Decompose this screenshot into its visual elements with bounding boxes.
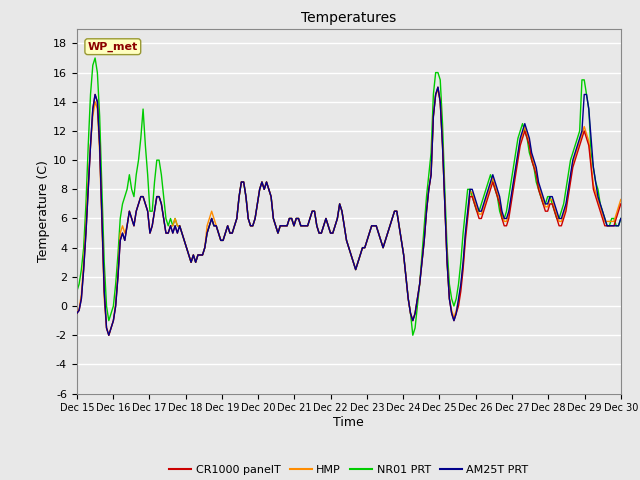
HMP xyxy=(493,189,501,195)
NR01 PRT xyxy=(493,194,501,200)
Legend: CR1000 panelT, HMP, NR01 PRT, AM25T PRT: CR1000 panelT, HMP, NR01 PRT, AM25T PRT xyxy=(165,460,532,479)
Line: NR01 PRT: NR01 PRT xyxy=(77,58,621,335)
NR01 PRT xyxy=(164,223,172,228)
X-axis label: Time: Time xyxy=(333,416,364,429)
HMP xyxy=(434,87,442,93)
AM25T PRT xyxy=(562,201,570,207)
Title: Temperatures: Temperatures xyxy=(301,11,396,25)
AM25T PRT xyxy=(189,252,197,258)
CR1000 panelT xyxy=(164,230,172,236)
CR1000 panelT xyxy=(73,311,81,316)
Line: AM25T PRT: AM25T PRT xyxy=(77,87,621,335)
AM25T PRT xyxy=(320,223,328,228)
CR1000 panelT xyxy=(320,223,328,228)
CR1000 panelT xyxy=(617,201,625,207)
CR1000 panelT xyxy=(493,194,501,200)
AM25T PRT xyxy=(434,84,442,90)
Text: WP_met: WP_met xyxy=(88,42,138,52)
AM25T PRT xyxy=(493,186,501,192)
NR01 PRT xyxy=(562,186,570,192)
HMP xyxy=(320,223,328,228)
AM25T PRT xyxy=(617,216,625,221)
CR1000 panelT xyxy=(105,332,113,338)
HMP xyxy=(189,252,197,258)
NR01 PRT xyxy=(146,208,154,214)
HMP xyxy=(562,204,570,210)
Y-axis label: Temperature (C): Temperature (C) xyxy=(37,160,50,262)
AM25T PRT xyxy=(73,311,81,316)
Line: CR1000 panelT: CR1000 panelT xyxy=(77,87,621,335)
AM25T PRT xyxy=(164,230,172,236)
AM25T PRT xyxy=(146,230,154,236)
NR01 PRT xyxy=(617,216,625,221)
CR1000 panelT xyxy=(434,84,442,90)
HMP xyxy=(73,311,81,316)
HMP xyxy=(146,230,154,236)
NR01 PRT xyxy=(73,288,81,294)
NR01 PRT xyxy=(92,55,99,61)
AM25T PRT xyxy=(105,332,113,338)
NR01 PRT xyxy=(189,252,197,258)
CR1000 panelT xyxy=(562,208,570,214)
HMP xyxy=(105,332,113,338)
CR1000 panelT xyxy=(189,252,197,258)
HMP xyxy=(617,197,625,203)
NR01 PRT xyxy=(409,332,417,338)
NR01 PRT xyxy=(320,223,328,228)
HMP xyxy=(164,230,172,236)
CR1000 panelT xyxy=(146,230,154,236)
Line: HMP: HMP xyxy=(77,90,621,335)
